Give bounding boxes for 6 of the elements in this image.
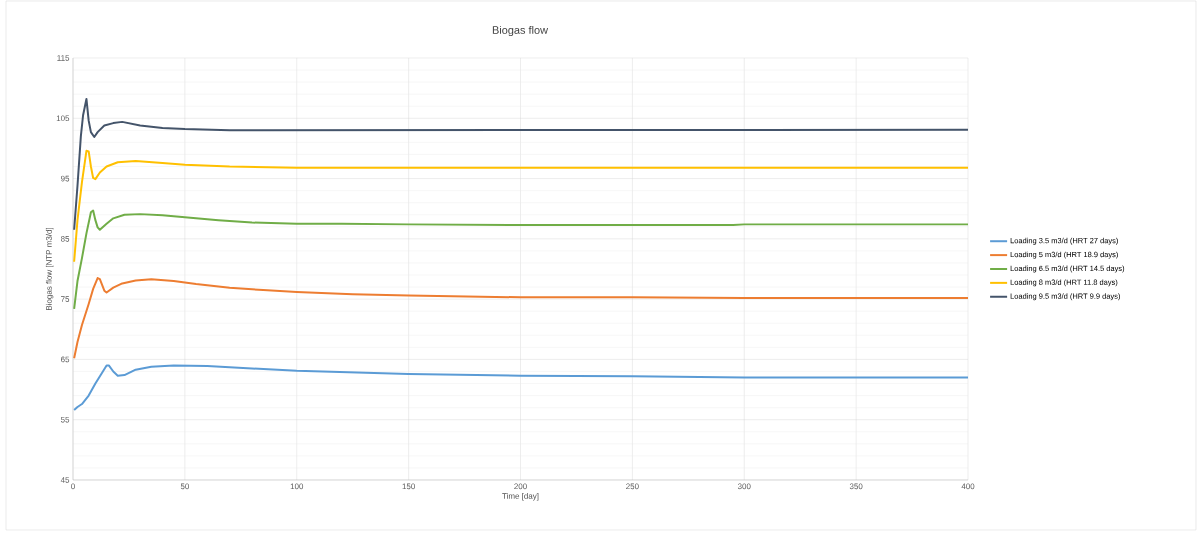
line-series bbox=[73, 277, 969, 360]
line-series bbox=[73, 209, 969, 310]
chart-title: Biogas flow bbox=[492, 25, 549, 37]
line-series bbox=[73, 97, 969, 231]
line-series bbox=[73, 364, 969, 412]
line-series bbox=[73, 149, 969, 263]
